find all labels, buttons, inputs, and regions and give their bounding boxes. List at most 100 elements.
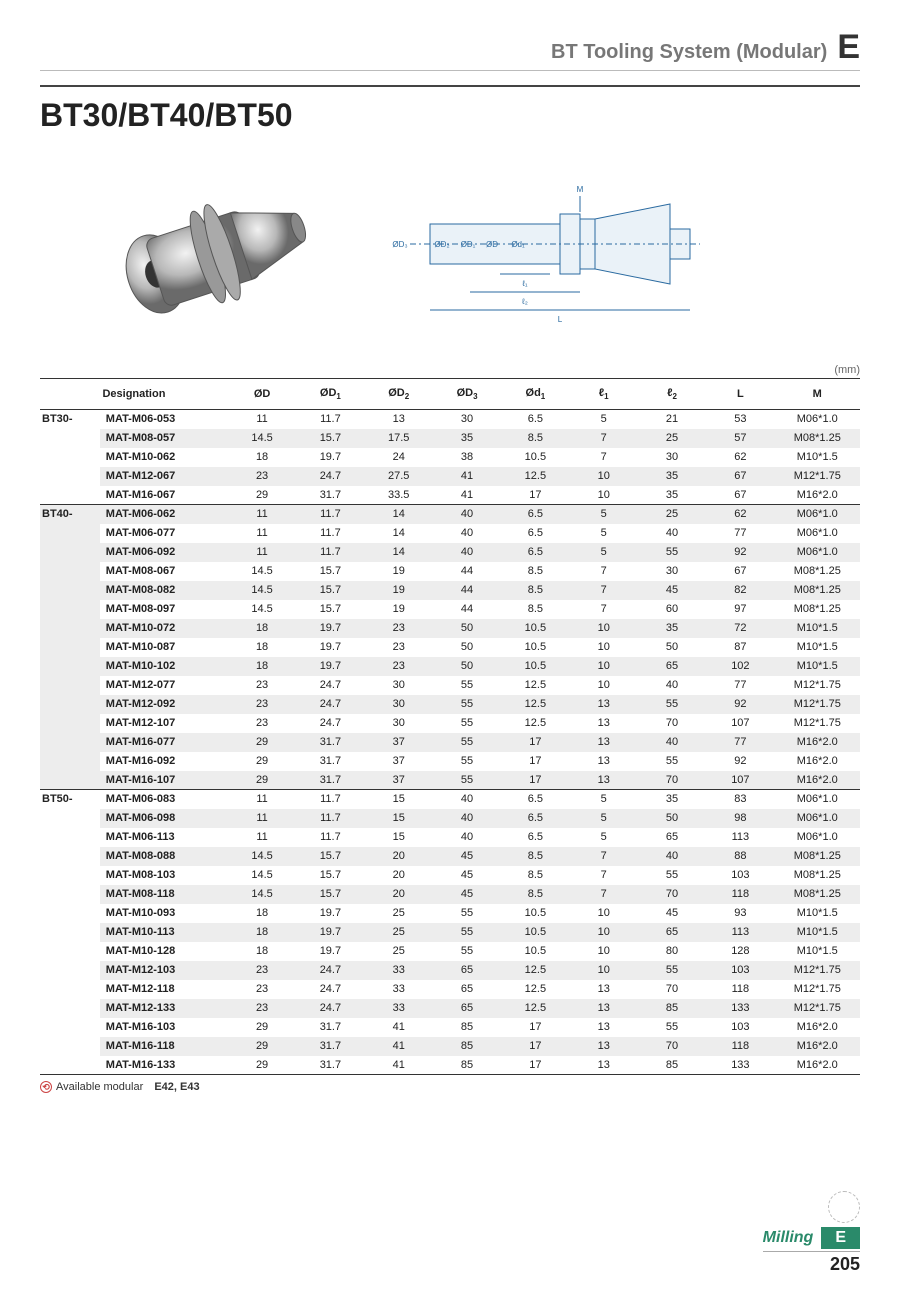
table-row: MAT-M08-08214.515.719448.574582M08*1.25 [40, 581, 860, 600]
value-cell: 13 [570, 980, 638, 999]
value-cell: 14 [365, 524, 433, 543]
group-label: BT30- [40, 410, 100, 505]
value-cell: 88 [706, 847, 774, 866]
svg-text:ℓ₁: ℓ₁ [521, 279, 528, 288]
table-row: MAT-M16-1072931.73755171370107M16*2.0 [40, 771, 860, 790]
table-row: MAT-M16-0922931.7375517135592M16*2.0 [40, 752, 860, 771]
value-cell: 30 [638, 562, 706, 581]
value-cell: 10.5 [501, 619, 569, 638]
designation-cell: MAT-M16-103 [100, 1018, 228, 1037]
unit-label: (mm) [40, 364, 860, 376]
value-cell: 10 [570, 923, 638, 942]
value-cell: 15.7 [296, 581, 364, 600]
value-cell: 11.7 [296, 828, 364, 847]
designation-cell: MAT-M10-128 [100, 942, 228, 961]
value-cell: 11 [228, 809, 296, 828]
value-cell: 13 [570, 999, 638, 1018]
value-cell: M08*1.25 [775, 847, 860, 866]
value-cell: 55 [433, 676, 501, 695]
value-cell: 6.5 [501, 790, 569, 809]
value-cell: 67 [706, 486, 774, 505]
value-cell: 13 [570, 771, 638, 790]
footer-category: Milling [763, 1229, 814, 1247]
value-cell: 92 [706, 752, 774, 771]
value-cell: 12.5 [501, 467, 569, 486]
value-cell: 133 [706, 1056, 774, 1075]
value-cell: 10.5 [501, 904, 569, 923]
value-cell: 25 [365, 904, 433, 923]
value-cell: M10*1.5 [775, 923, 860, 942]
value-cell: 17 [501, 1018, 569, 1037]
value-cell: 70 [638, 980, 706, 999]
table-row: MAT-M08-11814.515.720458.5770118M08*1.25 [40, 885, 860, 904]
value-cell: M12*1.75 [775, 676, 860, 695]
value-cell: 17.5 [365, 429, 433, 448]
value-cell: 11 [228, 410, 296, 429]
designation-cell: MAT-M08-067 [100, 562, 228, 581]
value-cell: 15 [365, 790, 433, 809]
value-cell: 10.5 [501, 942, 569, 961]
value-cell: 67 [706, 562, 774, 581]
table-row: BT40-MAT-M06-0621111.714406.552562M06*1.… [40, 505, 860, 524]
product-photo [90, 164, 310, 334]
figure-row: M ØD₃ ØD₂ ØD₁ ØD Ød₁ ℓ₁ ℓ₂ L [40, 164, 860, 334]
table-row: MAT-M12-0672324.727.54112.5103567M12*1.7… [40, 467, 860, 486]
value-cell: M12*1.75 [775, 961, 860, 980]
value-cell: 45 [638, 581, 706, 600]
designation-cell: MAT-M06-053 [100, 410, 228, 429]
value-cell: 97 [706, 600, 774, 619]
table-row: MAT-M10-1131819.7255510.51065113M10*1.5 [40, 923, 860, 942]
value-cell: 45 [433, 847, 501, 866]
value-cell: 57 [706, 429, 774, 448]
value-cell: 44 [433, 600, 501, 619]
value-cell: 11 [228, 543, 296, 562]
col-od: ØD [228, 379, 296, 410]
value-cell: 14 [365, 505, 433, 524]
value-cell: 30 [433, 410, 501, 429]
value-cell: 12.5 [501, 999, 569, 1018]
value-cell: 41 [365, 1018, 433, 1037]
value-cell: 118 [706, 980, 774, 999]
value-cell: 85 [638, 999, 706, 1018]
value-cell: 29 [228, 771, 296, 790]
svg-text:Ød₁: Ød₁ [511, 240, 525, 249]
spec-table: Designation ØD ØD1 ØD2 ØD3 Ød1 ℓ1 ℓ2 L M… [40, 378, 860, 1075]
table-header: Designation ØD ØD1 ØD2 ØD3 Ød1 ℓ1 ℓ2 L M [40, 379, 860, 410]
value-cell: 18 [228, 923, 296, 942]
value-cell: 29 [228, 1056, 296, 1075]
value-cell: 35 [638, 619, 706, 638]
value-cell: 113 [706, 828, 774, 847]
table-row: MAT-M08-10314.515.720458.5755103M08*1.25 [40, 866, 860, 885]
table-row: MAT-M10-0931819.7255510.5104593M10*1.5 [40, 904, 860, 923]
designation-cell: MAT-M12-077 [100, 676, 228, 695]
value-cell: M10*1.5 [775, 448, 860, 467]
value-cell: 41 [365, 1056, 433, 1075]
value-cell: M10*1.5 [775, 942, 860, 961]
value-cell: M06*1.0 [775, 524, 860, 543]
designation-cell: MAT-M10-113 [100, 923, 228, 942]
value-cell: 24.7 [296, 467, 364, 486]
value-cell: 83 [706, 790, 774, 809]
value-cell: 55 [638, 752, 706, 771]
col-od-small: Ød1 [501, 379, 569, 410]
value-cell: 18 [228, 638, 296, 657]
table-row: MAT-M10-0721819.7235010.5103572M10*1.5 [40, 619, 860, 638]
value-cell: 65 [433, 961, 501, 980]
value-cell: 13 [570, 714, 638, 733]
value-cell: 55 [638, 866, 706, 885]
group-label: BT50- [40, 790, 100, 1075]
designation-cell: MAT-M16-133 [100, 1056, 228, 1075]
value-cell: 15.7 [296, 429, 364, 448]
value-cell: 25 [638, 505, 706, 524]
value-cell: 21 [638, 410, 706, 429]
designation-cell: MAT-M08-082 [100, 581, 228, 600]
designation-cell: MAT-M16-107 [100, 771, 228, 790]
value-cell: 10 [570, 638, 638, 657]
value-cell: 35 [638, 790, 706, 809]
value-cell: M12*1.75 [775, 714, 860, 733]
value-cell: 11.7 [296, 790, 364, 809]
svg-text:ØD₂: ØD₂ [434, 240, 449, 249]
value-cell: M12*1.75 [775, 999, 860, 1018]
value-cell: M12*1.75 [775, 695, 860, 714]
value-cell: 15.7 [296, 600, 364, 619]
